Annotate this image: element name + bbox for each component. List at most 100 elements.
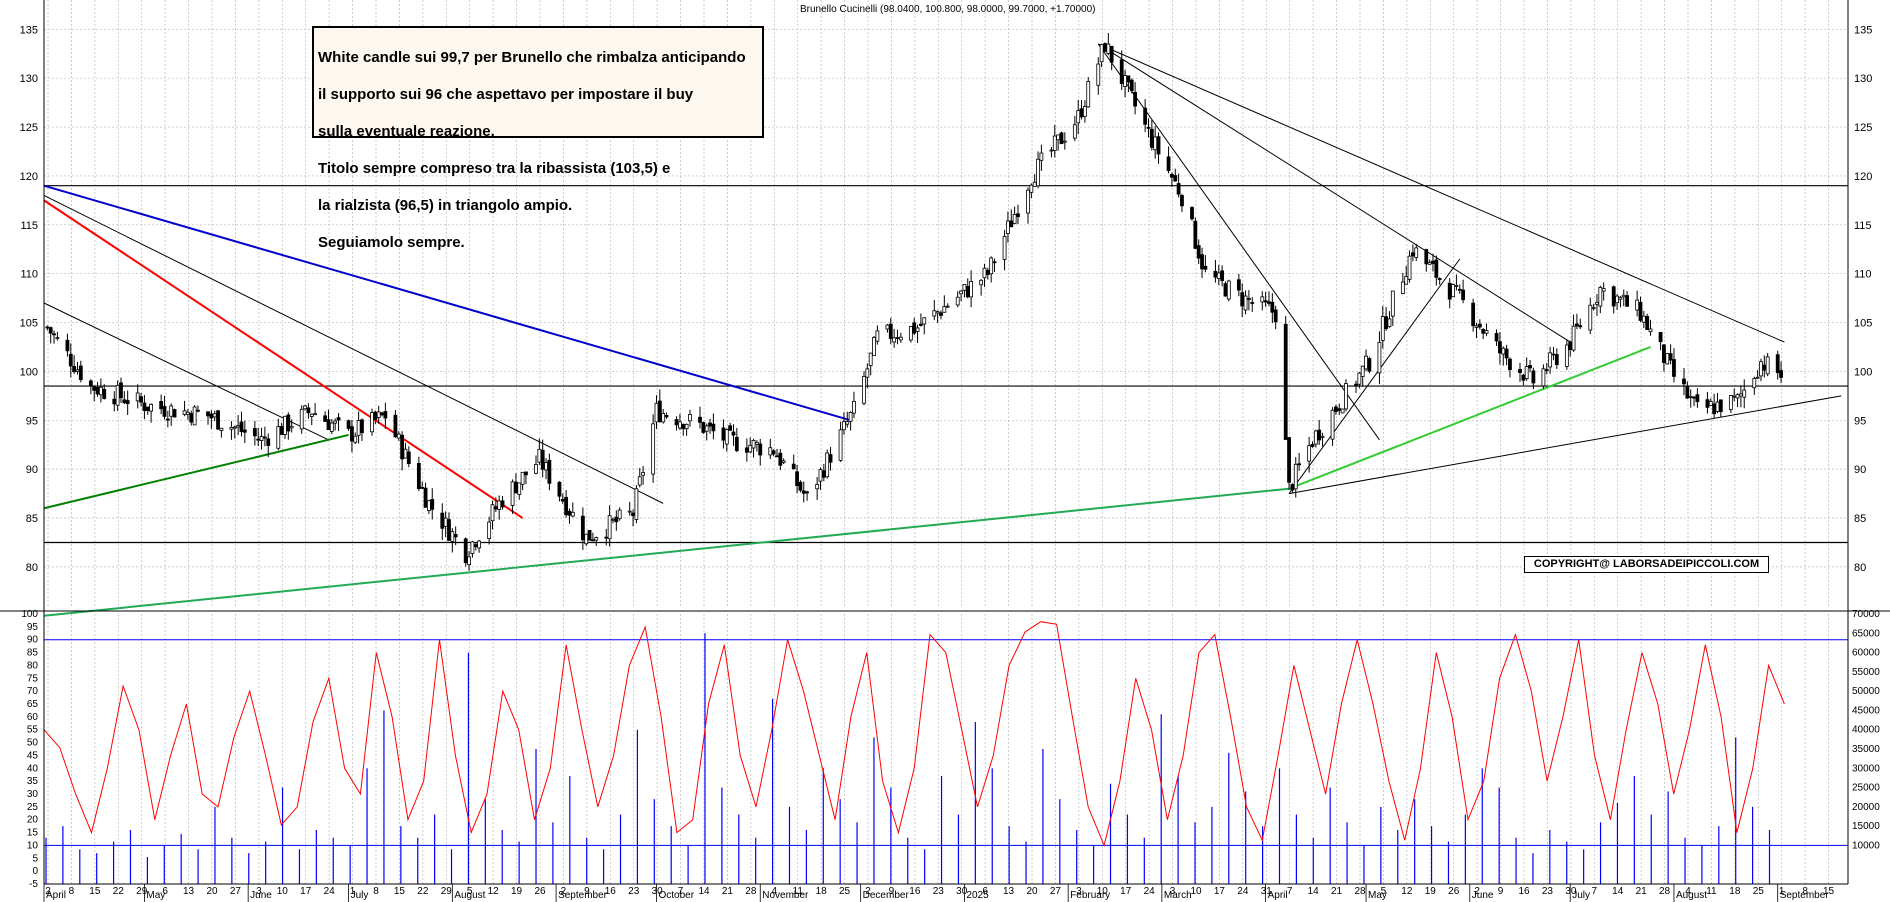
trendline bbox=[43, 302, 329, 441]
month-label: June bbox=[1472, 890, 1494, 901]
month-label: 2025 bbox=[966, 890, 989, 901]
osc-tick: 0 bbox=[32, 866, 38, 877]
candle-body bbox=[1682, 378, 1686, 385]
candle-body bbox=[1236, 279, 1241, 291]
candle-body bbox=[1190, 207, 1194, 220]
price-tick-left: 115 bbox=[20, 220, 38, 232]
day-tick-label: 30 bbox=[652, 886, 664, 897]
candle-body bbox=[681, 424, 686, 430]
candle-body bbox=[1481, 329, 1486, 334]
candle-body bbox=[1437, 278, 1442, 280]
candle-body bbox=[236, 425, 241, 428]
day-tick-label: 22 bbox=[417, 886, 429, 897]
month-label: July bbox=[351, 890, 369, 901]
candle-body bbox=[537, 448, 542, 463]
candle-body bbox=[888, 323, 893, 339]
osc-tick: 5 bbox=[32, 853, 38, 864]
day-tick-label: 16 bbox=[1518, 886, 1530, 897]
candle-body bbox=[112, 398, 117, 405]
candle-body bbox=[1032, 181, 1037, 187]
day-tick-label: 15 bbox=[394, 886, 406, 897]
candle-body bbox=[1180, 195, 1184, 207]
osc-tick: 35 bbox=[27, 776, 39, 787]
candle-body bbox=[1775, 354, 1780, 374]
candle-body bbox=[453, 534, 458, 538]
candle-body bbox=[279, 426, 284, 435]
candle-body bbox=[139, 396, 143, 403]
day-tick-label: 15 bbox=[1823, 886, 1835, 897]
candle-body bbox=[135, 392, 140, 402]
candle-body bbox=[1474, 325, 1479, 328]
candle-body bbox=[1002, 236, 1007, 260]
day-tick-label: 4 bbox=[1685, 886, 1691, 897]
trendline bbox=[43, 487, 1290, 617]
candle-body bbox=[1461, 289, 1466, 301]
trendline bbox=[43, 199, 524, 519]
price-tick-right: 115 bbox=[1854, 220, 1872, 232]
trendline bbox=[1288, 258, 1461, 494]
candle-body bbox=[487, 521, 492, 539]
candle-body bbox=[678, 421, 682, 429]
price-tick-left: 95 bbox=[26, 415, 38, 427]
candle-body bbox=[98, 386, 103, 396]
candle-body bbox=[1591, 307, 1596, 310]
candle-body bbox=[1297, 463, 1302, 466]
candle-body bbox=[795, 471, 799, 486]
candle-body bbox=[1216, 272, 1221, 279]
candle-body bbox=[985, 269, 990, 275]
candle-body bbox=[965, 285, 970, 298]
day-tick-label: 9 bbox=[889, 886, 895, 897]
candle-body bbox=[1246, 298, 1251, 300]
candle-body bbox=[1541, 368, 1546, 387]
candle-body bbox=[1223, 283, 1228, 297]
osc-tick: 75 bbox=[27, 673, 39, 684]
candle-body bbox=[1354, 383, 1358, 386]
day-tick-label: 3 bbox=[1076, 886, 1082, 897]
candle-body bbox=[1762, 364, 1767, 371]
candle-body bbox=[1447, 282, 1452, 300]
candle-body bbox=[590, 539, 595, 542]
candle-body bbox=[594, 537, 599, 541]
candle-body bbox=[1317, 429, 1322, 441]
volume-tick: 20000 bbox=[1852, 802, 1880, 813]
candle-body bbox=[403, 448, 408, 459]
candle-body bbox=[698, 416, 702, 423]
day-tick-label: 17 bbox=[1120, 886, 1132, 897]
candle-body bbox=[1387, 318, 1392, 327]
candle-body bbox=[443, 517, 448, 527]
candle-body bbox=[1564, 344, 1569, 367]
candle-body bbox=[918, 323, 923, 326]
candle-body bbox=[88, 380, 93, 386]
candle-body bbox=[1320, 435, 1325, 438]
candle-body bbox=[724, 429, 729, 445]
candle-body bbox=[1692, 396, 1696, 399]
candle-body bbox=[758, 443, 763, 456]
price-tick-left: 100 bbox=[20, 366, 38, 378]
osc-tick: 80 bbox=[27, 660, 39, 671]
candle-body bbox=[945, 305, 950, 308]
candle-body bbox=[751, 440, 756, 449]
candle-body bbox=[142, 402, 147, 412]
candle-body bbox=[266, 438, 271, 446]
day-tick-label: 5 bbox=[467, 886, 473, 897]
volume-tick: 25000 bbox=[1852, 783, 1880, 794]
candle-body bbox=[1611, 286, 1616, 307]
candle-body bbox=[346, 420, 351, 429]
osc-tick: 85 bbox=[27, 648, 39, 659]
candle-body bbox=[748, 444, 753, 453]
candle-body bbox=[1528, 365, 1532, 369]
candle-body bbox=[1270, 301, 1275, 313]
candle-body bbox=[477, 540, 482, 549]
osc-tick: 95 bbox=[27, 622, 39, 633]
day-tick-label: 18 bbox=[1729, 886, 1741, 897]
note-line-3: sulla eventuale reazione. bbox=[318, 122, 495, 140]
candle-body bbox=[1243, 295, 1248, 311]
candle-body bbox=[1728, 395, 1733, 410]
trendlines bbox=[43, 43, 1848, 846]
day-tick-label: 8 bbox=[373, 886, 379, 897]
day-tick-label: 27 bbox=[1050, 886, 1062, 897]
candle-body bbox=[286, 414, 291, 432]
candle-body bbox=[373, 411, 378, 420]
candle-body bbox=[1708, 401, 1713, 406]
candle-body bbox=[1508, 358, 1512, 370]
